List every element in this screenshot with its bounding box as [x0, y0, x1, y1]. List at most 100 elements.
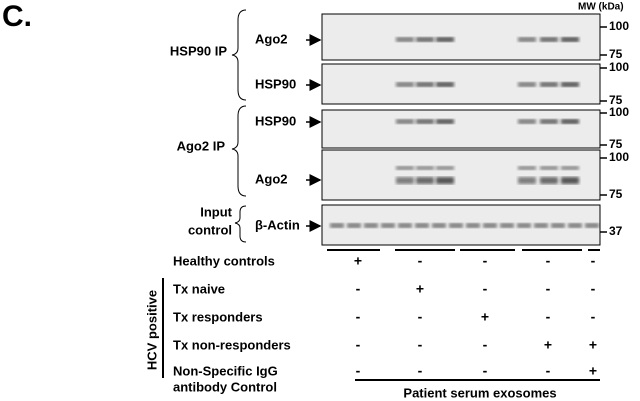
- sign: +: [589, 337, 597, 353]
- mw-marker: 75: [609, 47, 623, 61]
- band: [381, 223, 395, 228]
- blot: [321, 149, 601, 201]
- blot-bands: [321, 13, 601, 246]
- band: [518, 119, 536, 124]
- blot: [321, 63, 601, 105]
- blot-label: HSP90: [255, 113, 296, 128]
- band: [561, 177, 579, 184]
- band: [330, 223, 344, 228]
- sign: -: [418, 337, 423, 353]
- blot: [321, 109, 601, 149]
- band: [396, 166, 414, 170]
- band: [436, 82, 454, 87]
- mw-marker: 75: [609, 187, 623, 201]
- band: [483, 223, 497, 228]
- band: [364, 223, 378, 228]
- band: [416, 119, 434, 124]
- band: [540, 82, 558, 87]
- sign: -: [591, 309, 596, 325]
- band: [500, 223, 514, 228]
- band: [347, 223, 361, 228]
- band: [416, 37, 434, 42]
- sign: +: [481, 309, 489, 325]
- band: [432, 223, 446, 228]
- band: [436, 177, 454, 184]
- condition-label: Non-Specific IgG: [173, 363, 278, 378]
- band: [534, 223, 548, 228]
- condition-label: Tx naive: [173, 281, 225, 296]
- band: [561, 119, 579, 124]
- mw-marker: 100: [609, 150, 629, 164]
- band: [416, 177, 434, 184]
- band: [518, 177, 536, 184]
- sign: -: [356, 337, 361, 353]
- band: [436, 119, 454, 124]
- sign: -: [483, 337, 488, 353]
- sign: -: [356, 363, 361, 379]
- blot-label: Ago2: [255, 31, 288, 46]
- band: [416, 166, 434, 170]
- sign: -: [418, 363, 423, 379]
- band: [396, 82, 414, 87]
- band: [436, 37, 454, 42]
- ip-group-label: Ago2 IP: [177, 138, 226, 153]
- sign: -: [418, 309, 423, 325]
- band: [518, 166, 536, 170]
- group-label: HCV positive: [144, 290, 159, 370]
- band: [540, 119, 558, 124]
- ip-group-label: Input: [200, 204, 232, 219]
- condition-label: Healthy controls: [173, 253, 275, 268]
- band: [466, 223, 480, 228]
- band: [540, 177, 558, 184]
- mw-header: MW (kDa): [578, 2, 624, 13]
- panel-label: C.: [2, 0, 32, 33]
- ip-group-label: HSP90 IP: [170, 43, 227, 58]
- sign: -: [356, 281, 361, 297]
- band: [561, 82, 579, 87]
- sign: -: [483, 253, 488, 269]
- band: [398, 223, 412, 228]
- band: [449, 223, 463, 228]
- sign: -: [356, 309, 361, 325]
- band: [415, 223, 429, 228]
- sign: -: [483, 363, 488, 379]
- condition-label: Tx responders: [173, 309, 263, 324]
- mw-marker: 37: [609, 224, 623, 238]
- band: [551, 223, 565, 228]
- mw-marker: 100: [609, 105, 629, 119]
- brace: [231, 9, 247, 101]
- condition-label: antibody Control: [173, 379, 277, 394]
- sign: -: [483, 281, 488, 297]
- band: [518, 37, 536, 42]
- sign: +: [544, 337, 552, 353]
- sign: -: [591, 253, 596, 269]
- sign: -: [546, 363, 551, 379]
- band: [518, 82, 536, 87]
- mw-marker: 100: [609, 60, 629, 74]
- band: [568, 223, 582, 228]
- band: [561, 37, 579, 42]
- ip-group-label: control: [188, 222, 232, 237]
- band: [396, 177, 414, 184]
- band: [396, 37, 414, 42]
- band: [517, 223, 531, 228]
- mw-marker: 75: [609, 93, 623, 107]
- sign: -: [591, 281, 596, 297]
- sign: -: [546, 253, 551, 269]
- sign: +: [354, 253, 362, 269]
- blot: [321, 13, 601, 61]
- blot-label: HSP90: [255, 76, 296, 91]
- sign: -: [546, 281, 551, 297]
- band: [396, 119, 414, 124]
- brace: [231, 105, 247, 197]
- band: [436, 166, 454, 170]
- brace: [234, 205, 247, 243]
- band: [540, 37, 558, 42]
- band: [585, 223, 599, 228]
- blot-label: β-Actin: [255, 217, 300, 232]
- mw-marker: 100: [609, 19, 629, 33]
- footer: Patient serum exosomes: [403, 385, 556, 400]
- sign: -: [418, 253, 423, 269]
- band: [561, 166, 579, 170]
